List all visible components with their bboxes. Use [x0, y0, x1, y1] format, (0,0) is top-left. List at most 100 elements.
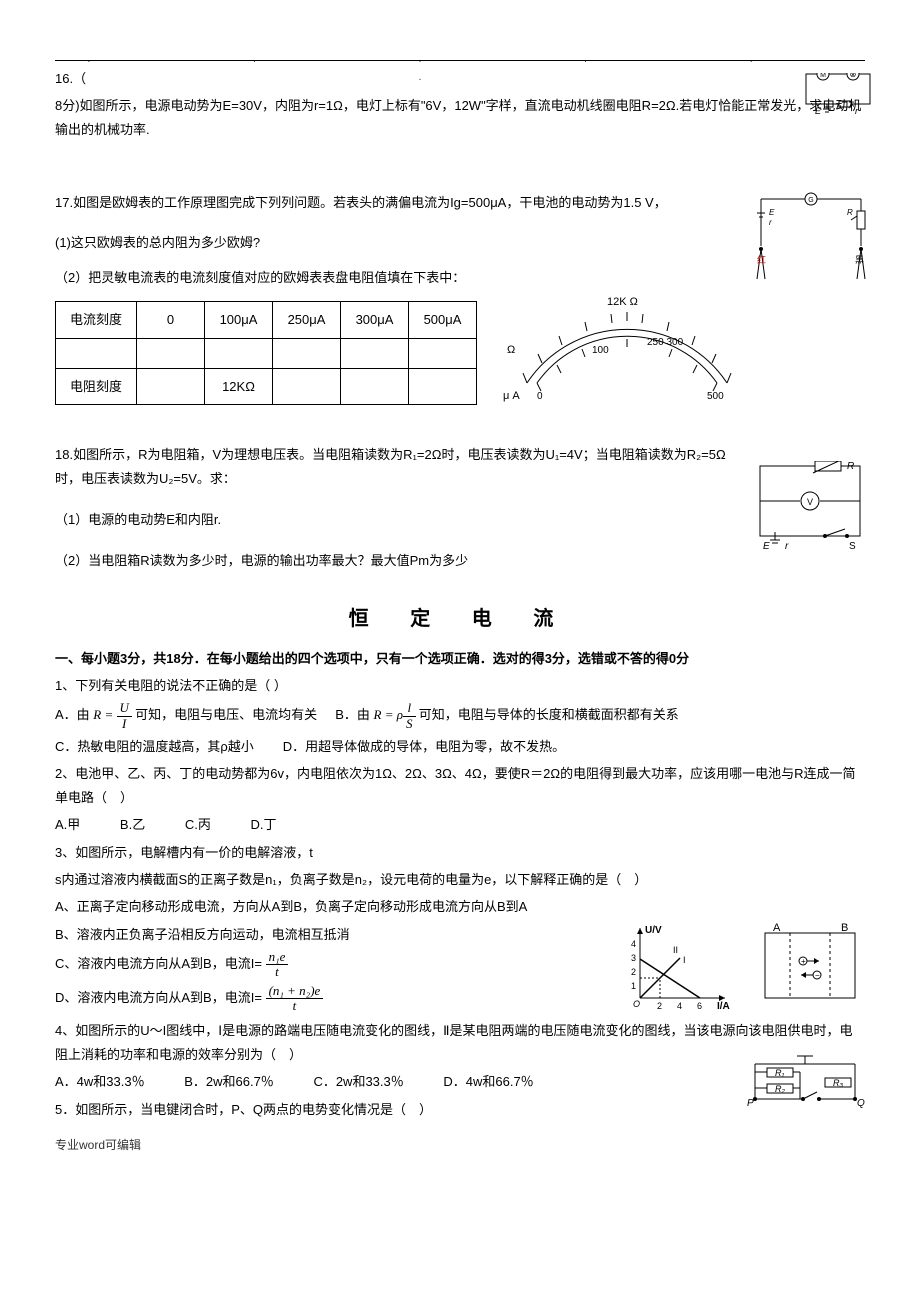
g-ylabel: U/V	[645, 925, 662, 936]
p3-cell-figure: A B + −	[755, 923, 865, 1013]
dial-top-label: 12K Ω	[607, 296, 638, 308]
p1-formula2: R = ρlS	[374, 707, 419, 722]
q18-V: V	[807, 497, 813, 507]
svg-text:黑: 黑	[855, 255, 864, 265]
p2-C: C.丙	[185, 813, 211, 836]
cell	[205, 338, 273, 368]
cell: 电阻刻度	[56, 368, 137, 404]
cell-A: A	[773, 923, 781, 934]
g-x2: 2	[657, 1001, 662, 1011]
q17-sub1: (1)这只欧姆表的总内阻为多少欧姆?	[55, 231, 865, 254]
cell: 12KΩ	[205, 368, 273, 404]
svg-text:M: M	[820, 73, 826, 79]
cell	[409, 368, 477, 404]
f2-eq: = ρ	[382, 707, 404, 722]
p4-D: D．4w和66.7％	[443, 1070, 533, 1093]
p1-B-pre: B．由	[335, 707, 370, 722]
p3-D-pre: D、溶液内电流方向从A到B，电流I=	[55, 990, 262, 1005]
p1-AB: A．由 R = UI 可知，电阻与电压、电流均有关 B．由 R = ρlS 可知…	[55, 701, 865, 731]
p4-stem-text: 4、如图所示的U～I图线中，Ⅰ是电源的路端电压随电流变化的图线，Ⅱ是某电阻两端的…	[55, 1023, 852, 1061]
dial-0: 0	[537, 391, 543, 402]
cell	[341, 338, 409, 368]
cell	[137, 368, 205, 404]
f2-l: l	[403, 701, 416, 716]
g-x6: 6	[697, 1001, 702, 1011]
svg-text:−: −	[815, 971, 820, 980]
p5-R1: R₁	[775, 1068, 784, 1078]
dial-500: 500	[707, 391, 724, 402]
p5-R3: R₃	[833, 1078, 843, 1088]
p1-CD: C．热敏电阻的温度越高，其ρ越小 D．用超导体做成的导体，电阻为零，故不发热。	[55, 735, 865, 758]
svg-text:红: 红	[757, 254, 766, 265]
f1-I: I	[117, 717, 132, 731]
fracC-den: t	[266, 965, 289, 979]
dial-100: 100	[592, 345, 609, 356]
fracD-num: (n₁ + n₂)e	[266, 984, 324, 999]
p5-stem: 5．如图所示，当电键闭合时，P、Q两点的电势变化情况是（ ）	[55, 1098, 865, 1121]
dial-omega: Ω	[507, 344, 515, 356]
cell	[273, 338, 341, 368]
p2-stem: 2、电池甲、乙、丙、丁的电动势都为6v，内电阻依次为1Ω、2Ω、3Ω、4Ω，要使…	[55, 762, 865, 809]
cell	[56, 338, 137, 368]
p5-R2: R₂	[775, 1084, 785, 1094]
g-y4: 4	[631, 939, 636, 949]
p1-C: C．热敏电阻的温度越高，其ρ越小	[55, 739, 254, 754]
cell: 300μA	[341, 302, 409, 338]
svg-text:G: G	[808, 197, 813, 204]
q18-R: R	[847, 461, 854, 472]
svg-text:⊗: ⊗	[850, 73, 857, 79]
svg-text:+: +	[801, 957, 806, 966]
p3-graph-figure: U/V I/A 4 3 2 1 2 4 6 O I II	[625, 923, 735, 1013]
footer: 专业word可编辑	[55, 1135, 865, 1157]
svg-text:R: R	[847, 208, 853, 217]
p4-C: C．2w和33.3％	[313, 1070, 403, 1093]
g-y2: 2	[631, 967, 636, 977]
q16-text: 8分)如图所示，电源电动势为E=30V，内阻为r=1Ω，电灯上标有"6V，12W…	[55, 94, 865, 141]
p3-A: A、正离子定向移动形成电流，方向从A到B，负离子定向移动形成电流方向从B到A	[55, 895, 865, 918]
table-row	[56, 338, 477, 368]
cell: 100μA	[205, 302, 273, 338]
p3-D: D、溶液内电流方向从A到B，电流I= (n₁ + n₂)et	[55, 984, 865, 1014]
cell	[409, 338, 477, 368]
q18-sub1: （1）电源的电动势E和内阻r.	[55, 508, 865, 531]
q17-dial-figure: 12K Ω Ω 100 250 300 μ A 0 500	[497, 293, 757, 403]
p2-B: B.乙	[120, 813, 145, 836]
cell: 0	[137, 302, 205, 338]
fracC-num: n₁e	[266, 950, 289, 965]
cell-B: B	[841, 923, 848, 934]
table-row: 电流刻度 0 100μA 250μA 300μA 500μA	[56, 302, 477, 338]
q17-sub2: （2）把灵敏电流表的电流刻度值对应的欧姆表表盘电阻值填在下表中：	[55, 266, 865, 289]
p3-fracD: (n₁ + n₂)et	[266, 984, 324, 1014]
p3-fracC: n₁et	[266, 950, 289, 980]
svg-text:E: E	[769, 208, 775, 217]
cell	[137, 338, 205, 368]
instructions: 一、每小题3分，共18分．在每小题给出的四个选项中，只有一个选项正确．选对的得3…	[55, 647, 865, 670]
cell	[273, 368, 341, 404]
p1-B-post: 可知，电阻与导体的长度和横截面积都有关系	[419, 707, 679, 722]
p4-options-row: A．4w和33.3％ B．2w和66.7％ C．2w和33.3％ D．4w和66…	[55, 1070, 865, 1093]
p1-A-pre: A．由	[55, 707, 90, 722]
q16: 16.（ M ⊗ E r	[55, 67, 865, 90]
q18-circuit-figure: R V E r S	[755, 461, 865, 551]
p1-A-post: 可知，电阻与电压、电流均有关	[135, 707, 317, 722]
p4-A: A．4w和33.3％	[55, 1070, 145, 1093]
svg-text:r: r	[769, 218, 772, 227]
g-II: II	[673, 945, 678, 955]
g-x4: 4	[677, 1001, 682, 1011]
p1-stem: 1、下列有关电阻的说法不正确的是（ ）	[55, 674, 865, 697]
p4-stem: 4、如图所示的U～I图线中，Ⅰ是电源的路端电压随电流变化的图线，Ⅱ是某电阻两端的…	[55, 1019, 865, 1066]
q18: 18.如图所示，R为电阻箱，V为理想电压表。当电阻箱读数为R₁=2Ω时，电压表读…	[55, 443, 865, 573]
f2-S: S	[403, 717, 416, 731]
table-row: 电阻刻度 12KΩ	[56, 368, 477, 404]
q17: 17.如图是欧姆表的工作原理图完成下列列问题。若表头的满偏电流为Ig=500μA…	[55, 191, 865, 413]
p3-C: C、溶液内电流方向从A到B，电流I= n₁et	[55, 950, 865, 980]
dial-ua: μ A	[503, 390, 520, 402]
section-title: 恒 定 电 流	[55, 601, 865, 637]
p3-B: B、溶液内正负离子沿相反方向运动，电流相互抵消	[55, 923, 865, 946]
p2-options: A.甲 B.乙 C.丙 D.丁	[55, 813, 865, 836]
cell: 250μA	[273, 302, 341, 338]
p3-stem: 3、如图所示，电解槽内有一价的电解溶液，t	[55, 841, 865, 864]
cell: 500μA	[409, 302, 477, 338]
p1-D: D．用超导体做成的导体，电阻为零，故不发热。	[283, 739, 565, 754]
p2-D: D.丁	[250, 813, 276, 836]
